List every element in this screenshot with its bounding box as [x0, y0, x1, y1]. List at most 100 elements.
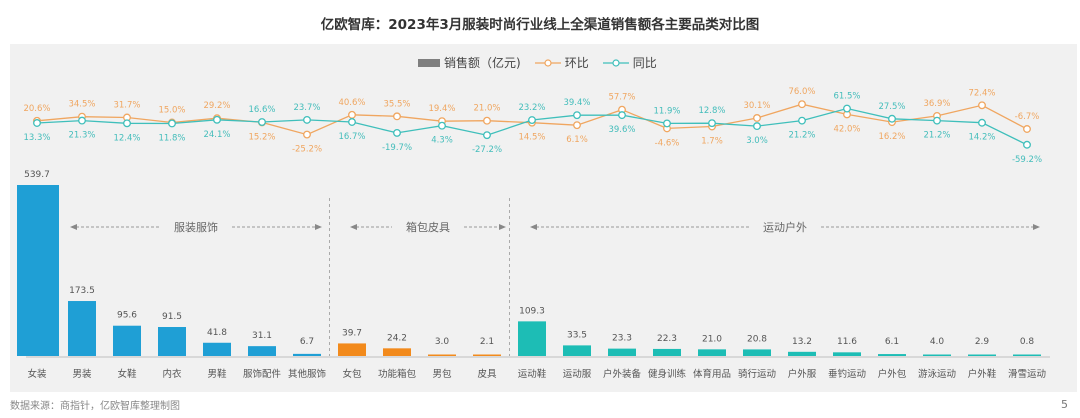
yoy-point: [798, 116, 806, 125]
category-label: 皮具: [477, 368, 497, 380]
legend-label-mom: 环比: [564, 56, 589, 70]
mom-data-label: 57.7%: [608, 93, 635, 103]
category-label: 男装: [72, 368, 92, 380]
mom-data-label: 35.5%: [383, 99, 410, 109]
bar-value-label: 2.9: [975, 337, 990, 347]
bar-value-label: 13.2: [792, 337, 812, 347]
category-label: 男包: [432, 368, 452, 380]
yoy-point: [348, 118, 356, 126]
bar: [68, 301, 96, 356]
group-label: 箱包皮具: [406, 220, 450, 234]
legend-item-mom: 环比: [534, 54, 589, 71]
yoy-point: [78, 116, 86, 125]
legend-item-sales: 销售额（亿元): [418, 54, 521, 71]
yoy-data-label: -19.7%: [382, 143, 412, 153]
yoy-data-label: -27.2%: [472, 145, 502, 155]
bar: [833, 352, 861, 356]
category-label: 其他服饰: [288, 368, 326, 380]
category-label: 服饰配件: [243, 368, 282, 380]
category-label: 户外服: [788, 368, 817, 380]
category-label: 户外包: [878, 368, 907, 380]
category-label: 游泳运动: [918, 368, 956, 380]
yoy-point: [483, 131, 491, 140]
yoy-data-label: 39.6%: [608, 125, 635, 135]
bar-value-label: 6.7: [300, 337, 314, 347]
group-label: 服装服饰: [174, 220, 218, 234]
yoy-point: [708, 119, 716, 128]
bar: [878, 354, 906, 356]
mom-point: [348, 110, 356, 119]
yoy-data-label: 14.2%: [968, 133, 995, 143]
bar: [1013, 354, 1041, 356]
yoy-data-label: 4.3%: [431, 136, 453, 146]
yoy-point: [393, 128, 401, 137]
yoy-point: [753, 122, 761, 131]
mom-data-label: 42.0%: [833, 124, 860, 134]
category-label: 垂钓运动: [828, 368, 866, 380]
bar-value-label: 2.1: [480, 337, 494, 347]
yoy-data-label: 12.4%: [113, 133, 140, 143]
bar-value-label: 31.1: [252, 331, 272, 341]
category-label: 女包: [342, 368, 362, 380]
mom-data-label: 30.1%: [743, 101, 770, 111]
yoy-data-label: 13.3%: [23, 133, 50, 143]
yoy-point: [888, 114, 896, 123]
bar-value-label: 23.3: [612, 334, 632, 344]
mom-point: [798, 100, 806, 109]
bar: [608, 348, 636, 356]
yoy-data-label: -59.2%: [1012, 155, 1042, 165]
category-label: 运动服: [563, 369, 592, 380]
yoy-point: [843, 104, 851, 113]
yoy-data-label: 16.6%: [248, 105, 275, 115]
arrow-left-icon: [350, 224, 357, 230]
page-number: 5: [1061, 398, 1068, 411]
legend-yoy-line-icon: [602, 58, 629, 67]
yoy-data-label: 11.9%: [653, 106, 680, 116]
yoy-point: [438, 121, 446, 130]
category-label: 户外装备: [603, 368, 642, 380]
group-label: 运动户外: [763, 220, 807, 234]
bar-value-label: 3.0: [435, 337, 450, 347]
bar-value-label: 20.8: [747, 334, 767, 344]
bar: [788, 351, 816, 356]
legend-item-yoy: 同比: [602, 54, 657, 71]
bar-value-label: 39.7: [342, 328, 362, 338]
chart-title: 亿欧智库：2023年3月服装时尚行业线上全渠道销售额各主要品类对比图: [320, 17, 760, 33]
bar: [968, 354, 996, 356]
mom-data-label: 40.6%: [338, 98, 365, 108]
bar: [428, 354, 456, 356]
yoy-data-label: 23.2%: [518, 103, 545, 113]
mom-data-label: 31.7%: [113, 100, 140, 110]
bar: [113, 325, 141, 356]
bar: [923, 354, 951, 356]
category-label: 健身训练: [648, 368, 687, 380]
category-label: 运动鞋: [518, 368, 547, 380]
bar: [17, 185, 59, 356]
mom-data-label: 15.0%: [158, 106, 185, 116]
yoy-point: [618, 111, 626, 120]
bar-value-label: 173.5: [69, 286, 95, 296]
mom-point: [978, 101, 986, 110]
category-label: 体育用品: [693, 368, 731, 380]
yoy-point: [303, 115, 311, 124]
yoy-data-label: 12.8%: [698, 106, 725, 116]
mom-data-label: -4.6%: [655, 138, 680, 148]
mom-data-label: 16.2%: [878, 132, 905, 142]
category-label: 户外鞋: [968, 368, 997, 380]
arrow-left-icon: [530, 224, 537, 230]
yoy-data-label: 21.2%: [788, 131, 815, 141]
mom-data-label: -25.2%: [292, 145, 322, 155]
yoy-point: [978, 118, 986, 127]
mom-data-label: -6.7%: [1015, 112, 1040, 122]
bar: [743, 349, 771, 356]
bar-value-label: 24.2: [387, 333, 407, 343]
mom-data-label: 15.2%: [248, 132, 275, 142]
mom-data-label: 20.6%: [23, 104, 50, 114]
mom-data-label: 36.9%: [923, 99, 950, 109]
bar-value-label: 21.0: [702, 334, 722, 344]
bar-value-label: 6.1: [885, 337, 899, 347]
category-label: 男鞋: [207, 368, 227, 380]
bar: [158, 327, 186, 356]
arrow-right-icon: [315, 224, 322, 230]
